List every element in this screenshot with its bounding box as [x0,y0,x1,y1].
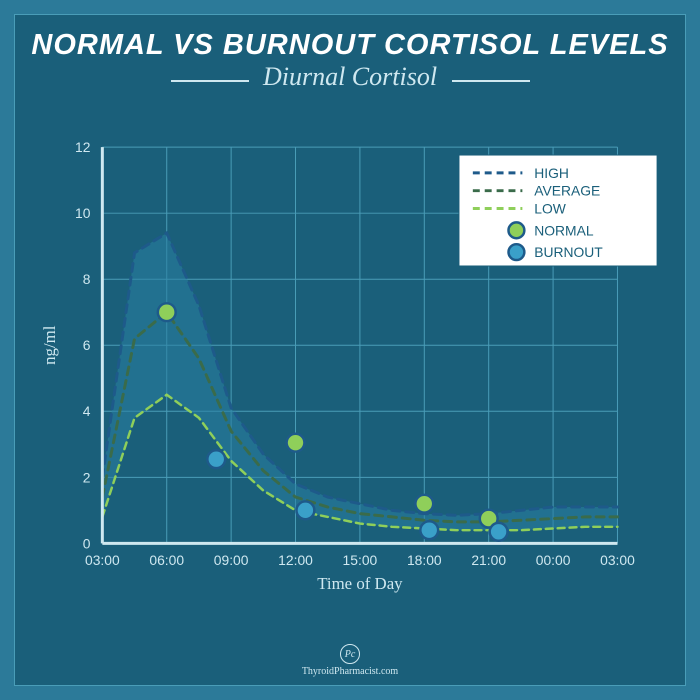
svg-text:8: 8 [83,271,91,287]
subtitle-row: Diurnal Cortisol [15,62,685,92]
subtitle: Diurnal Cortisol [263,62,437,91]
svg-text:ng/ml: ng/ml [40,325,59,365]
svg-text:18:00: 18:00 [407,552,442,568]
main-title: NORMAL VS BURNOUT CORTISOL LEVELS [15,29,685,62]
chart-area: 0 2 4 6 8 10 12 03:00 06:00 09:00 12:00 15:00 18:00 2… [33,102,667,638]
rule-left [171,80,249,82]
svg-text:2: 2 [83,469,91,485]
svg-text:HIGH: HIGH [534,165,569,181]
rule-right [452,80,530,82]
svg-text:BURNOUT: BURNOUT [534,244,603,260]
svg-text:AVERAGE: AVERAGE [534,183,600,199]
svg-text:09:00: 09:00 [214,552,249,568]
svg-text:Time of Day: Time of Day [317,574,403,593]
title-block: NORMAL VS BURNOUT CORTISOL LEVELS Diurna… [15,15,685,98]
svg-text:NORMAL: NORMAL [534,222,594,238]
svg-text:03:00: 03:00 [85,552,120,568]
svg-text:00:00: 00:00 [536,552,571,568]
svg-text:LOW: LOW [534,200,566,216]
svg-text:06:00: 06:00 [149,552,184,568]
footer-logo-icon: Pc [340,644,360,664]
outer-frame: NORMAL VS BURNOUT CORTISOL LEVELS Diurna… [0,0,700,700]
svg-text:15:00: 15:00 [343,552,378,568]
svg-text:0: 0 [83,535,91,551]
svg-text:12: 12 [75,139,91,155]
svg-text:03:00: 03:00 [600,552,635,568]
footer-text: ThyroidPharmacist.com [15,666,685,677]
svg-text:6: 6 [83,337,91,353]
chart-svg: 0 2 4 6 8 10 12 03:00 06:00 09:00 12:00 15:00 18:00 2… [33,102,667,638]
svg-text:21:00: 21:00 [471,552,506,568]
chart-card: NORMAL VS BURNOUT CORTISOL LEVELS Diurna… [14,14,686,686]
footer: Pc ThyroidPharmacist.com [15,638,685,685]
svg-text:12:00: 12:00 [278,552,313,568]
svg-text:10: 10 [75,205,91,221]
svg-text:4: 4 [83,403,91,419]
